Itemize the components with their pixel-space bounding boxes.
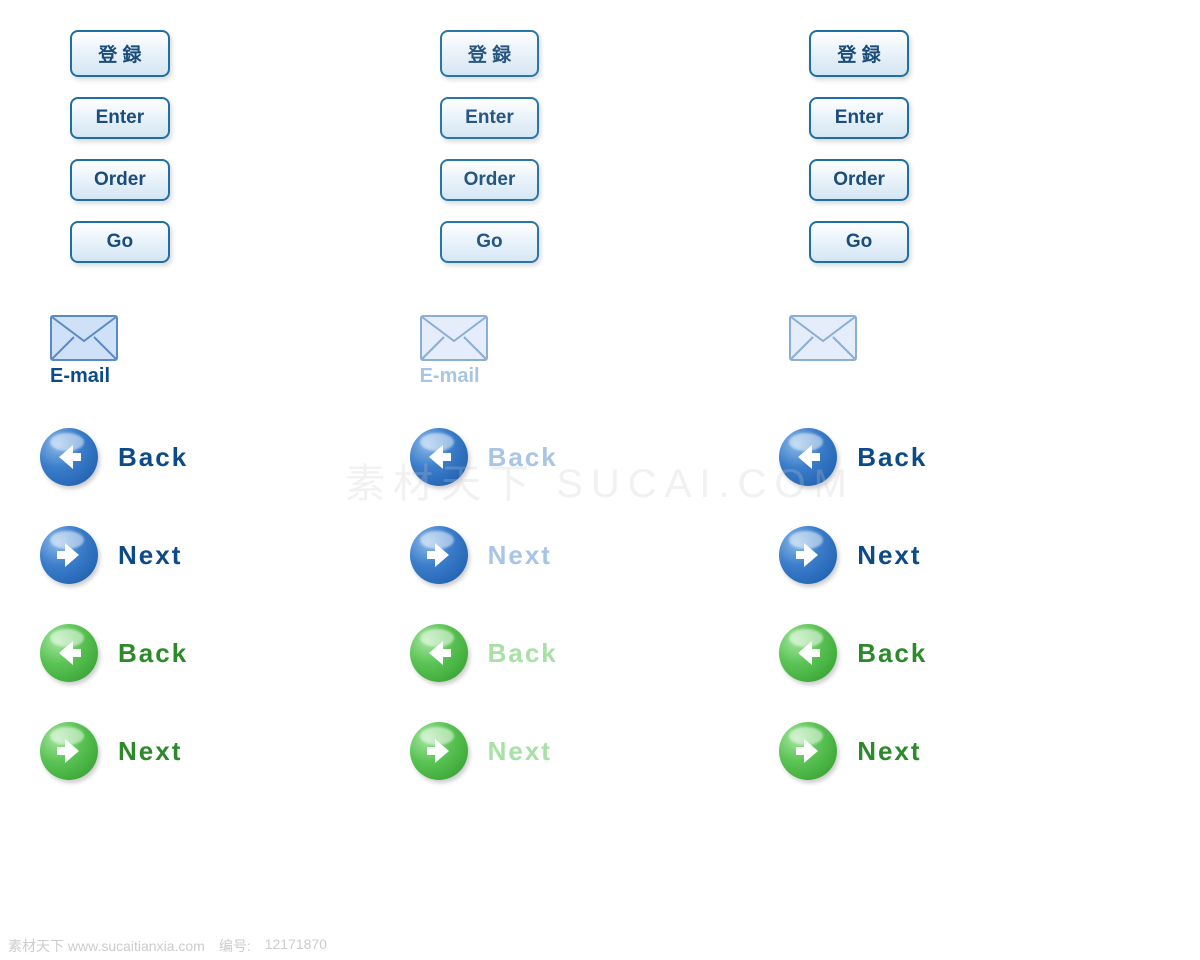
email-label: E-mail [50, 365, 110, 388]
next-button-green[interactable]: Next [40, 722, 182, 780]
enter-button[interactable]: Enter [70, 97, 170, 139]
arrow-right-icon [779, 526, 837, 584]
arrow-right-icon [779, 722, 837, 780]
back-label: Back [118, 638, 188, 669]
email-link[interactable]: E-mail [420, 315, 488, 388]
footer: 素材天下 www.sucaitianxia.com 编号: 12171870 [8, 936, 327, 956]
order-button[interactable]: Order [440, 159, 540, 201]
next-button-blue[interactable]: Next [40, 526, 182, 584]
envelope-icon [420, 315, 488, 361]
footer-id: 12171870 [265, 936, 327, 956]
back-label: Back [488, 442, 558, 473]
enter-button[interactable]: Enter [809, 97, 909, 139]
footer-site: 素材天下 www.sucaitianxia.com [8, 936, 205, 956]
back-button-green[interactable]: Back [40, 624, 188, 682]
arrow-left-icon [410, 624, 468, 682]
email-link[interactable]: E-mail [50, 315, 118, 388]
email-label: E-mail [420, 365, 480, 388]
arrow-right-icon [40, 526, 98, 584]
next-button-blue[interactable]: Next [410, 526, 552, 584]
register-button[interactable]: 登 録 [440, 30, 540, 77]
envelope-icon [50, 315, 118, 361]
go-button[interactable]: Go [70, 221, 170, 263]
arrow-right-icon [410, 722, 468, 780]
button-showcase-grid: 登 録 Enter Order Go E-mail Back Next [0, 0, 1200, 780]
back-label: Back [118, 442, 188, 473]
back-button-blue[interactable]: Back [410, 428, 558, 486]
back-button-blue[interactable]: Back [779, 428, 927, 486]
email-link[interactable]: E-mail [789, 315, 857, 388]
back-label: Back [857, 442, 927, 473]
order-button[interactable]: Order [809, 159, 909, 201]
next-label: Next [488, 736, 552, 767]
next-label: Next [857, 540, 921, 571]
next-button-green[interactable]: Next [779, 722, 921, 780]
arrow-left-icon [40, 624, 98, 682]
button-group: 登 録 Enter Order Go [70, 30, 170, 263]
column-hover: 登 録 Enter Order Go E-mail Back Next [410, 30, 780, 780]
back-label: Back [857, 638, 927, 669]
register-button[interactable]: 登 録 [809, 30, 909, 77]
back-button-green[interactable]: Back [779, 624, 927, 682]
arrow-left-icon [779, 624, 837, 682]
button-group: 登 録 Enter Order Go [809, 30, 909, 263]
next-label: Next [857, 736, 921, 767]
column-normal: 登 録 Enter Order Go E-mail Back Next [40, 30, 410, 780]
next-label: Next [488, 540, 552, 571]
next-button-green[interactable]: Next [410, 722, 552, 780]
envelope-icon [789, 315, 857, 361]
enter-button[interactable]: Enter [440, 97, 540, 139]
arrow-right-icon [40, 722, 98, 780]
column-normal-2: 登 録 Enter Order Go E-mail Back Next [779, 30, 1149, 780]
back-label: Back [488, 638, 558, 669]
footer-id-label: 编号: [219, 936, 251, 956]
arrow-left-icon [410, 428, 468, 486]
next-label: Next [118, 736, 182, 767]
register-button[interactable]: 登 録 [70, 30, 170, 77]
arrow-left-icon [40, 428, 98, 486]
next-button-blue[interactable]: Next [779, 526, 921, 584]
button-group: 登 録 Enter Order Go [440, 30, 540, 263]
back-button-blue[interactable]: Back [40, 428, 188, 486]
arrow-right-icon [410, 526, 468, 584]
back-button-green[interactable]: Back [410, 624, 558, 682]
order-button[interactable]: Order [70, 159, 170, 201]
go-button[interactable]: Go [809, 221, 909, 263]
next-label: Next [118, 540, 182, 571]
arrow-left-icon [779, 428, 837, 486]
go-button[interactable]: Go [440, 221, 540, 263]
